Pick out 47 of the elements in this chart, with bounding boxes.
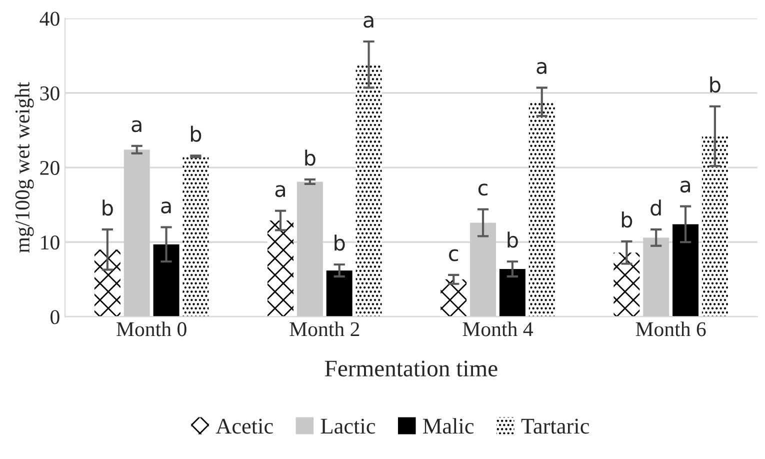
legend-label: Acetic <box>216 418 273 434</box>
bar <box>268 220 294 317</box>
bar <box>356 64 382 317</box>
y-axis-title: mg/100g wet weight <box>14 82 34 253</box>
bar <box>702 136 728 317</box>
bar <box>672 224 698 317</box>
data-label: b <box>334 234 345 251</box>
bar <box>153 244 180 317</box>
data-label: b <box>305 150 316 166</box>
bar <box>470 222 496 317</box>
data-label: a <box>132 120 142 132</box>
bar <box>499 268 526 317</box>
bar <box>528 102 555 317</box>
data-label: b <box>190 126 202 142</box>
data-label: a <box>364 16 374 28</box>
data-label: a <box>161 202 171 214</box>
x-tick-label: Month 2 <box>290 322 360 336</box>
data-label: d <box>650 200 661 216</box>
y-tick-label: 40 <box>40 12 60 26</box>
data-label: c <box>478 184 488 196</box>
x-tick-label: Month 0 <box>116 322 186 336</box>
data-label: b <box>508 232 518 248</box>
bar <box>94 250 120 317</box>
data-label: a <box>536 62 546 74</box>
bar <box>182 156 209 317</box>
data-label: c <box>449 249 458 262</box>
data-label: a <box>275 185 286 198</box>
data-label: b <box>710 76 720 93</box>
y-tick-label: 0 <box>50 310 60 324</box>
legend-label: Malic <box>423 418 474 434</box>
bar <box>614 252 640 317</box>
legend-label: Lactic <box>320 418 376 434</box>
bar <box>124 150 150 317</box>
data-label: b <box>622 212 632 228</box>
x-axis-title: Fermentation time <box>324 360 498 377</box>
y-tick-label: 10 <box>41 235 60 250</box>
data-label: a <box>680 180 690 193</box>
x-tick-label: Month 4 <box>462 322 533 336</box>
legend-label: Tartaric <box>521 418 590 434</box>
y-tick-label: 20 <box>40 160 60 175</box>
bar <box>643 238 670 317</box>
y-tick-label: 30 <box>40 86 60 100</box>
x-tick-label: Month 6 <box>636 322 706 336</box>
data-label: b <box>102 200 113 216</box>
bar <box>326 270 352 317</box>
bar <box>440 279 467 317</box>
bar <box>296 182 323 317</box>
